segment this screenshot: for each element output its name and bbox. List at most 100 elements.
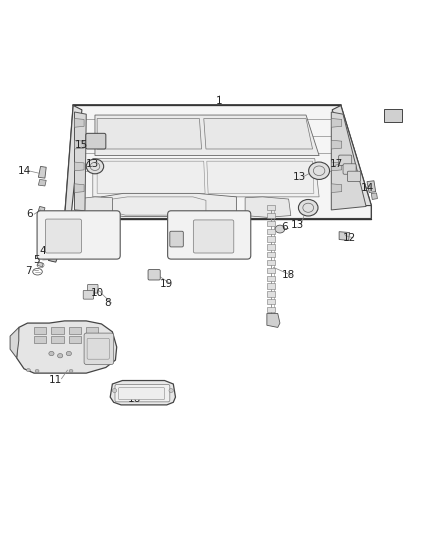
FancyBboxPatch shape	[339, 155, 352, 166]
Polygon shape	[64, 106, 371, 219]
FancyBboxPatch shape	[118, 387, 165, 400]
Text: 3: 3	[46, 238, 53, 247]
FancyBboxPatch shape	[88, 284, 98, 293]
FancyBboxPatch shape	[267, 284, 275, 289]
Polygon shape	[39, 206, 45, 213]
Text: 17: 17	[330, 159, 343, 169]
Text: 6: 6	[281, 222, 288, 232]
Polygon shape	[97, 118, 201, 149]
Ellipse shape	[57, 353, 63, 358]
Bar	[69, 327, 81, 334]
FancyBboxPatch shape	[170, 231, 184, 247]
FancyBboxPatch shape	[267, 299, 275, 304]
Polygon shape	[75, 197, 113, 217]
Polygon shape	[64, 106, 82, 219]
FancyBboxPatch shape	[148, 270, 160, 280]
FancyBboxPatch shape	[347, 171, 360, 182]
Polygon shape	[48, 254, 58, 262]
Polygon shape	[39, 166, 46, 178]
Ellipse shape	[309, 162, 329, 180]
FancyBboxPatch shape	[168, 211, 251, 259]
Text: 1: 1	[215, 96, 223, 106]
Ellipse shape	[169, 389, 173, 392]
Polygon shape	[207, 161, 314, 193]
Bar	[51, 336, 64, 343]
Polygon shape	[331, 118, 342, 127]
Polygon shape	[93, 158, 319, 197]
Ellipse shape	[113, 389, 117, 392]
FancyBboxPatch shape	[267, 244, 275, 249]
Text: 10: 10	[91, 288, 104, 297]
FancyBboxPatch shape	[267, 213, 275, 218]
Ellipse shape	[275, 225, 285, 233]
Bar	[34, 336, 46, 343]
Polygon shape	[74, 140, 84, 149]
FancyBboxPatch shape	[267, 221, 275, 226]
Text: 13: 13	[293, 172, 306, 182]
Text: 19: 19	[160, 279, 173, 289]
Polygon shape	[102, 193, 237, 216]
Bar	[51, 327, 64, 334]
Ellipse shape	[35, 369, 39, 373]
FancyBboxPatch shape	[267, 268, 275, 273]
FancyBboxPatch shape	[267, 276, 275, 281]
Polygon shape	[332, 106, 371, 206]
Polygon shape	[17, 321, 117, 373]
Polygon shape	[37, 262, 43, 267]
Polygon shape	[371, 193, 378, 199]
FancyBboxPatch shape	[267, 205, 275, 211]
Text: 13: 13	[86, 159, 99, 169]
Polygon shape	[339, 232, 350, 240]
FancyBboxPatch shape	[86, 133, 106, 149]
FancyBboxPatch shape	[343, 164, 356, 174]
Text: 7: 7	[25, 266, 32, 276]
Polygon shape	[204, 118, 313, 149]
FancyBboxPatch shape	[83, 290, 94, 299]
Ellipse shape	[69, 369, 73, 373]
FancyBboxPatch shape	[267, 252, 275, 257]
Polygon shape	[97, 161, 205, 193]
Text: 12: 12	[343, 233, 356, 243]
FancyBboxPatch shape	[267, 292, 275, 296]
Polygon shape	[245, 197, 291, 217]
FancyBboxPatch shape	[267, 260, 275, 265]
Text: 11: 11	[49, 375, 63, 385]
Ellipse shape	[86, 159, 104, 174]
Polygon shape	[10, 327, 19, 358]
FancyBboxPatch shape	[267, 229, 275, 234]
Bar	[34, 327, 46, 334]
Text: 15: 15	[75, 140, 88, 150]
Polygon shape	[74, 184, 84, 192]
Polygon shape	[110, 381, 176, 405]
Ellipse shape	[49, 351, 54, 356]
FancyBboxPatch shape	[46, 219, 81, 253]
Bar	[86, 336, 99, 343]
Polygon shape	[39, 180, 46, 186]
Text: 14: 14	[360, 183, 374, 193]
Ellipse shape	[26, 368, 30, 372]
Bar	[384, 109, 402, 122]
FancyBboxPatch shape	[37, 211, 120, 259]
Polygon shape	[331, 140, 342, 149]
Text: 13: 13	[291, 220, 304, 230]
Polygon shape	[74, 112, 86, 211]
FancyBboxPatch shape	[84, 333, 114, 365]
Text: 6: 6	[26, 209, 33, 219]
Polygon shape	[74, 162, 84, 171]
Text: 16: 16	[127, 394, 141, 404]
Text: 4: 4	[39, 246, 46, 256]
Polygon shape	[331, 184, 342, 192]
Text: 18: 18	[282, 270, 295, 280]
Polygon shape	[74, 118, 84, 127]
Ellipse shape	[66, 351, 71, 356]
Polygon shape	[367, 181, 376, 192]
FancyBboxPatch shape	[267, 307, 275, 312]
Polygon shape	[95, 115, 319, 156]
Polygon shape	[331, 112, 366, 210]
FancyBboxPatch shape	[267, 237, 275, 241]
Polygon shape	[331, 162, 342, 171]
FancyBboxPatch shape	[115, 384, 170, 402]
Text: 14: 14	[18, 166, 31, 176]
Ellipse shape	[298, 199, 318, 216]
Bar	[86, 327, 99, 334]
